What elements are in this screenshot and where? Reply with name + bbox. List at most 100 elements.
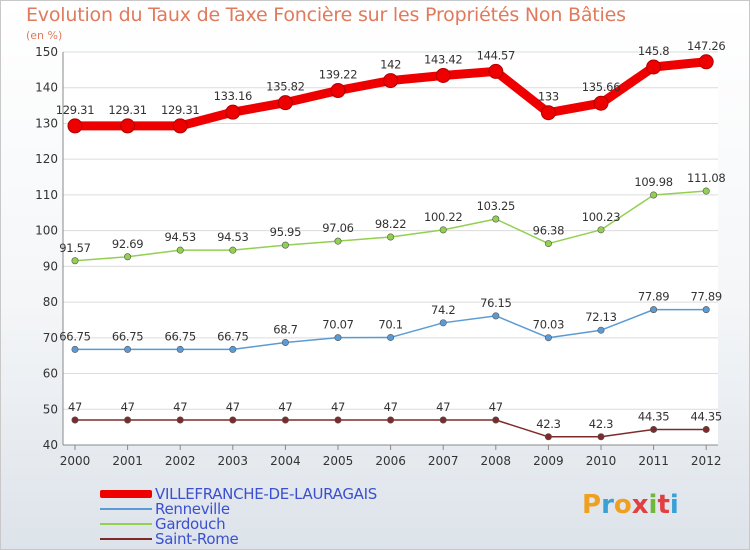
data-point-gardouch xyxy=(544,240,552,248)
data-point-villefranche xyxy=(383,73,399,89)
x-tick-label: 2010 xyxy=(586,454,617,468)
data-point-villefranche xyxy=(330,83,346,99)
x-tick-label: 2000 xyxy=(60,454,91,468)
data-point-villefranche xyxy=(225,104,241,120)
data-point-gardouch xyxy=(492,215,500,223)
legend: VILLEFRANCHE-DE-LAURAGAIS Renneville Gar… xyxy=(100,485,400,548)
legend-swatch-renneville xyxy=(100,508,152,510)
x-tick-label: 2006 xyxy=(375,454,406,468)
data-label-gardouch: 94.53 xyxy=(164,230,195,244)
data-point-saint-rome xyxy=(229,416,237,424)
data-label-gardouch: 103.25 xyxy=(477,199,515,213)
data-label-renneville: 74.2 xyxy=(431,303,455,317)
data-point-renneville xyxy=(124,345,132,353)
data-label-saint-rome: 47 xyxy=(489,400,503,414)
data-point-villefranche xyxy=(698,54,714,70)
data-label-villefranche: 129.31 xyxy=(56,103,94,117)
legend-item: Saint-Rome xyxy=(100,530,400,548)
data-label-villefranche: 147.26 xyxy=(687,39,725,53)
data-label-saint-rome: 47 xyxy=(278,400,292,414)
legend-swatch-saint-rome xyxy=(100,538,152,540)
data-label-renneville: 70.1 xyxy=(378,317,402,331)
x-tick-label: 2012 xyxy=(691,454,722,468)
data-point-renneville xyxy=(439,319,447,327)
y-tick-label: 100 xyxy=(35,224,58,238)
data-label-gardouch: 111.08 xyxy=(687,171,725,185)
x-tick-label: 2009 xyxy=(533,454,564,468)
x-tick-label: 2002 xyxy=(165,454,196,468)
data-label-renneville: 77.89 xyxy=(638,290,669,304)
data-label-villefranche: 135.66 xyxy=(582,80,620,94)
data-point-saint-rome xyxy=(544,433,552,441)
data-point-gardouch xyxy=(71,257,79,265)
data-label-villefranche: 142 xyxy=(380,58,401,72)
data-point-gardouch xyxy=(597,226,605,234)
data-label-renneville: 76.15 xyxy=(480,296,511,310)
data-point-renneville xyxy=(176,345,184,353)
data-label-villefranche: 143.42 xyxy=(424,53,462,67)
y-tick-label: 150 xyxy=(35,45,58,59)
data-label-villefranche: 129.31 xyxy=(161,103,199,117)
data-point-renneville xyxy=(229,345,237,353)
y-tick-label: 130 xyxy=(35,116,58,130)
y-tick-label: 120 xyxy=(35,152,58,166)
data-point-gardouch xyxy=(124,253,132,261)
data-label-villefranche: 145.8 xyxy=(638,44,669,58)
data-label-renneville: 66.75 xyxy=(59,329,90,343)
data-point-saint-rome xyxy=(124,416,132,424)
data-label-villefranche: 133 xyxy=(538,90,559,104)
data-point-renneville xyxy=(71,345,79,353)
data-point-saint-rome xyxy=(387,416,395,424)
data-point-gardouch xyxy=(387,233,395,241)
data-point-villefranche xyxy=(435,68,451,84)
data-label-renneville: 77.89 xyxy=(690,290,721,304)
data-point-gardouch xyxy=(229,246,237,254)
data-label-renneville: 70.03 xyxy=(533,318,564,332)
data-label-gardouch: 91.57 xyxy=(59,241,90,255)
legend-item: Renneville xyxy=(100,500,400,518)
data-label-saint-rome: 47 xyxy=(226,400,240,414)
x-tick-label: 2008 xyxy=(481,454,512,468)
y-tick-label: 40 xyxy=(43,438,58,452)
legend-label-gardouch: Gardouch xyxy=(155,515,226,533)
data-label-saint-rome: 44.35 xyxy=(690,409,721,423)
y-tick-label: 80 xyxy=(43,295,58,309)
data-point-saint-rome xyxy=(650,425,658,433)
data-point-gardouch xyxy=(281,241,289,249)
y-tick-label: 70 xyxy=(43,331,58,345)
data-point-renneville xyxy=(702,306,710,314)
data-point-saint-rome xyxy=(702,425,710,433)
y-unit-label: (en %) xyxy=(26,29,63,42)
data-label-saint-rome: 42.3 xyxy=(589,417,613,431)
data-label-renneville: 66.75 xyxy=(112,329,143,343)
x-tick-label: 2007 xyxy=(428,454,459,468)
x-tick-label: 2001 xyxy=(112,454,143,468)
data-label-villefranche: 133.16 xyxy=(214,89,252,103)
x-tick-label: 2003 xyxy=(218,454,249,468)
data-point-saint-rome xyxy=(492,416,500,424)
y-tick-label: 90 xyxy=(43,259,58,273)
data-point-gardouch xyxy=(650,191,658,199)
data-point-saint-rome xyxy=(439,416,447,424)
data-label-renneville: 68.7 xyxy=(273,322,297,336)
legend-item: VILLEFRANCHE-DE-LAURAGAIS xyxy=(100,485,400,503)
data-label-saint-rome: 44.35 xyxy=(638,409,669,423)
data-point-gardouch xyxy=(334,237,342,245)
data-label-saint-rome: 47 xyxy=(436,400,450,414)
data-point-villefranche xyxy=(277,95,293,111)
data-point-villefranche xyxy=(593,95,609,111)
data-point-renneville xyxy=(334,334,342,342)
data-point-saint-rome xyxy=(176,416,184,424)
data-point-gardouch xyxy=(702,187,710,195)
data-point-renneville xyxy=(281,338,289,346)
legend-swatch-gardouch xyxy=(100,523,152,525)
data-label-gardouch: 97.06 xyxy=(322,221,353,235)
legend-label-villefranche: VILLEFRANCHE-DE-LAURAGAIS xyxy=(155,485,377,503)
plot-area xyxy=(63,52,718,445)
data-label-renneville: 66.75 xyxy=(164,329,195,343)
data-label-renneville: 70.07 xyxy=(322,318,353,332)
data-label-villefranche: 139.22 xyxy=(319,68,357,82)
data-point-villefranche xyxy=(488,63,504,79)
y-tick-label: 50 xyxy=(43,402,58,416)
